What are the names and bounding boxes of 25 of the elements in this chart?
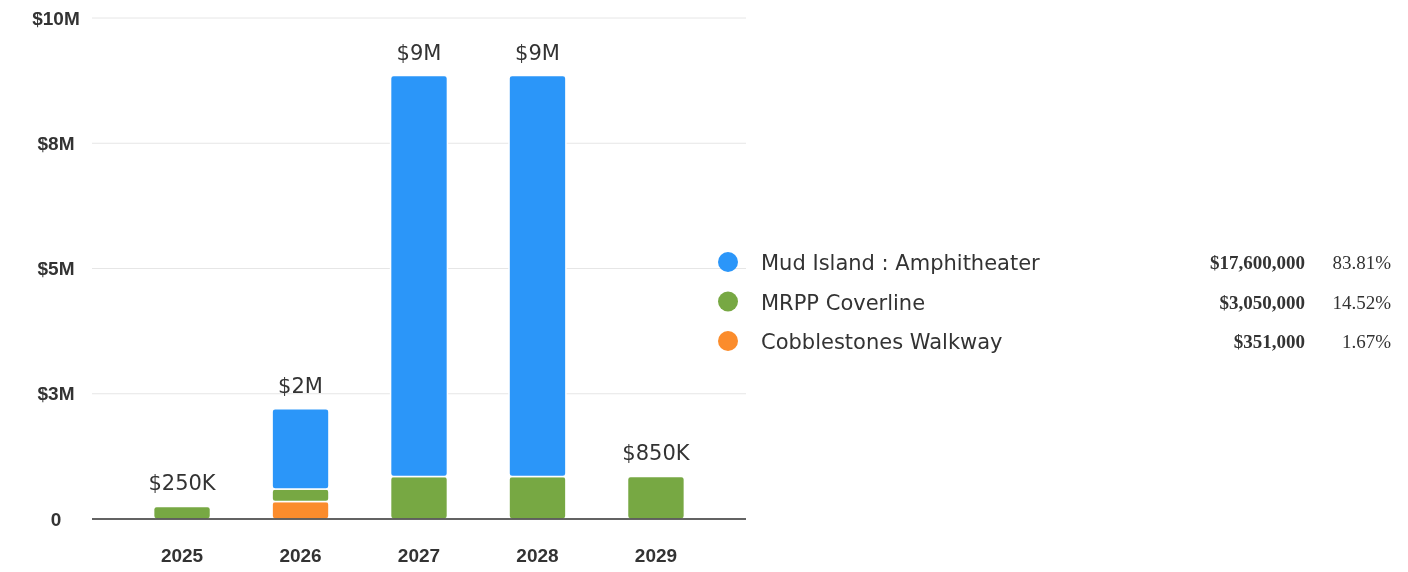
legend-label: MRPP Coverline	[761, 290, 926, 315]
text: $351,000	[1233, 331, 1305, 352]
text: $3,050,000	[1219, 291, 1305, 313]
x-tick-label: 2025	[160, 545, 204, 567]
text: $17,600,000	[1210, 252, 1305, 273]
y-tick-label: $5M	[37, 258, 75, 280]
x-tick-label: 2027	[397, 545, 441, 567]
y-tick-label: $10M	[32, 7, 80, 29]
x-tick-label: 2028	[516, 545, 559, 567]
text: 1.67%	[1341, 331, 1392, 352]
total-label: $850K	[622, 441, 691, 466]
x-tick-label: 2026	[279, 545, 322, 567]
x-tick-label: 2029	[634, 545, 678, 567]
bar	[626, 475, 686, 520]
total-label: $9M	[515, 40, 560, 65]
y-tick-label: 0	[50, 508, 62, 530]
legend-label: Mud Island : Amphitheater	[761, 251, 1041, 275]
text: 14.52%	[1332, 291, 1392, 313]
text: 83.81%	[1332, 252, 1392, 273]
y-tick-label: $8M	[37, 132, 75, 154]
total-label: $2M	[278, 373, 323, 398]
legend-label: Cobblestones Walkway	[761, 330, 1003, 354]
y-tick-label: $3M	[37, 383, 75, 405]
total-label: $250K	[148, 471, 217, 496]
total-label: $9M	[396, 40, 442, 65]
